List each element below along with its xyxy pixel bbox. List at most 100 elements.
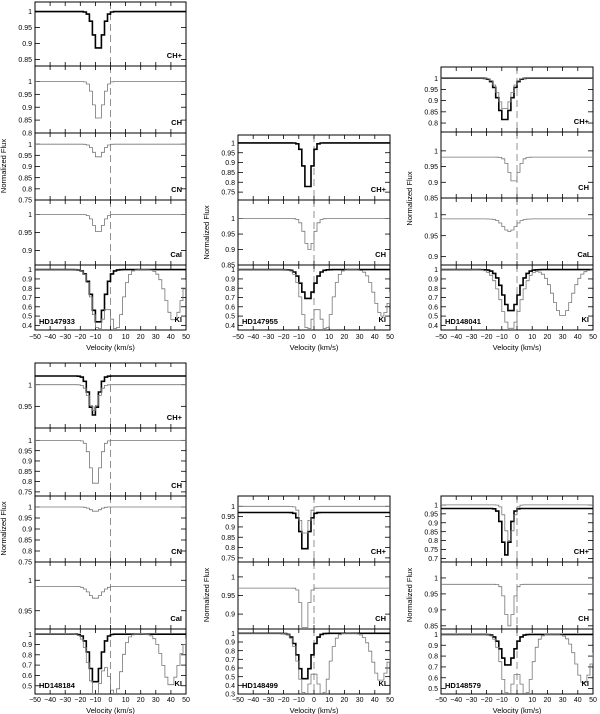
x-tick-label: 10 <box>528 697 536 704</box>
series-KI-dotted <box>238 632 390 694</box>
panel-CaI: 1 0.95 0.9 CaI <box>424 197 594 266</box>
panel-CH+: 1 0.95 0.9 0.85 0.8 0.75 CH+ <box>221 495 391 563</box>
y-tick-label: 0.6 <box>225 666 235 673</box>
series-CH+-dotted <box>441 504 593 541</box>
chart-HD147955: 1 0.95 0.9 0.85 0.8 0.75 CH+ 1 0.95 0.9 0.85 CH 1 0.9… <box>202 134 394 352</box>
y-tick-label: 0.8 <box>225 545 235 552</box>
series-CH+-solid <box>238 142 390 188</box>
y-tick-label: 0.85 <box>221 263 235 270</box>
y-tick-label: 0.95 <box>424 87 438 94</box>
series-CaI-dotted <box>35 214 186 232</box>
x-tick-label: 40 <box>167 697 175 704</box>
series-CH-dotted <box>441 156 593 182</box>
x-tick-label: 20 <box>544 334 552 341</box>
series-CH-dotted <box>238 587 390 628</box>
panel-CaI: 1 0.95 0.9 CaI <box>18 199 187 266</box>
y-tick-label: 0.9 <box>225 277 235 284</box>
y-tick-label: 0.9 <box>428 520 438 527</box>
y-tick-label: 0.8 <box>225 180 235 187</box>
x-tick-label: −10 <box>496 697 508 704</box>
x-tick-label: −50 <box>435 697 447 704</box>
panel-CaI: 1 0.95 CaI <box>18 561 187 630</box>
x-axis-label: Velocity (km/s) <box>86 706 135 714</box>
series-CH-dotted <box>238 218 390 250</box>
y-tick-label: 0.75 <box>18 560 32 567</box>
x-tick-label: 30 <box>152 334 160 341</box>
panel-KI: 1 0.90.8 0.7 0.60.5 0.4 0.3 KI HD148499 <box>225 628 391 699</box>
series-CH-dotted <box>441 583 593 627</box>
x-tick-label: −10 <box>496 334 508 341</box>
y-tick-label: 1 <box>28 382 32 389</box>
y-tick-label: 1 <box>231 140 235 147</box>
x-tick-label: 10 <box>528 334 536 341</box>
x-tick-label: −10 <box>89 697 101 704</box>
y-tick-label: 0.9 <box>225 640 235 647</box>
series-KI-solid <box>441 633 593 666</box>
panel-CH+: 1 0.95 0.9 0.85 0.8 0.75 CH+ <box>221 134 391 201</box>
panel-CH+: 1 0.95 0.9 0.85 CH+ <box>18 1 187 67</box>
series-KI-dotted <box>35 269 186 329</box>
y-tick-label: 0.5 <box>22 314 32 321</box>
y-tick-label: 0.8 <box>428 286 438 293</box>
series-KI-dotted <box>238 269 390 329</box>
y-tick-label: 0.6 <box>428 304 438 311</box>
y-tick-label: 0.8 <box>22 549 32 556</box>
species-label: CN <box>171 185 182 194</box>
x-tick-label: −40 <box>450 334 462 341</box>
y-tick-label: 0.9 <box>22 164 32 171</box>
y-tick-label: 1 <box>28 142 32 149</box>
species-label: KI <box>175 315 183 324</box>
y-tick-label: 0.9 <box>225 612 235 619</box>
panel-CH: 1 0.95 0.9 0.85 CH <box>424 131 594 203</box>
species-label: KI <box>175 679 183 688</box>
y-tick-label: 1 <box>28 9 32 16</box>
species-label: CaI <box>170 250 182 259</box>
y-tick-label: 0.95 <box>221 150 235 157</box>
y-tick-label: 0.95 <box>221 593 235 600</box>
series-CN-dotted <box>35 143 186 158</box>
species-label: CH <box>171 481 182 490</box>
y-tick-label: 0.95 <box>424 164 438 171</box>
y-tick-label: 0.75 <box>18 198 32 205</box>
y-tick-label: 0.9 <box>428 643 438 650</box>
y-tick-label: 0.7 <box>428 556 438 563</box>
y-tick-label: 0.8 <box>22 479 32 486</box>
y-tick-label: 1 <box>231 267 235 274</box>
y-tick-label: 0.85 <box>424 529 438 536</box>
y-tick-label: 0.95 <box>18 92 32 99</box>
y-tick-label: 0.8 <box>22 652 32 659</box>
x-tick-label: −10 <box>89 334 101 341</box>
y-tick-label: 1 <box>28 505 32 512</box>
series-CaI-dotted <box>441 218 593 232</box>
y-tick-label: 1 <box>28 267 32 274</box>
x-tick-label: 0 <box>109 334 113 341</box>
x-tick-label: −20 <box>481 697 493 704</box>
star-label: HD148184 <box>39 681 76 690</box>
species-label: CaI <box>577 250 589 259</box>
x-tick-label: 50 <box>589 697 597 704</box>
panel-KI: 1 0.9 0.8 0.7 0.6 0.5 KI HD148579 <box>428 628 594 695</box>
x-tick-label: −40 <box>247 697 259 704</box>
series-CH+-solid <box>238 511 390 550</box>
y-tick-label: 0.95 <box>221 514 235 521</box>
y-tick-label: 0.75 <box>424 547 438 554</box>
y-tick-label: 0.95 <box>424 233 438 240</box>
star-label: HD147955 <box>242 317 278 326</box>
x-tick-label: −50 <box>435 334 447 341</box>
y-tick-label: 0.8 <box>428 654 438 661</box>
y-tick-label: 0.6 <box>428 675 438 682</box>
species-label: KI <box>582 315 590 324</box>
y-tick-label: 1 <box>231 504 235 511</box>
y-tick-label: 0.7 <box>225 295 235 302</box>
y-tick-label: 0.85 <box>18 57 32 64</box>
y-tick-label: 1 <box>28 212 32 219</box>
x-tick-label: 50 <box>386 697 394 704</box>
x-axis-label: Velocity (km/s) <box>290 706 339 714</box>
y-tick-label: 0.8 <box>428 538 438 545</box>
y-tick-label: 0.9 <box>225 160 235 167</box>
x-tick-label: −40 <box>247 334 259 341</box>
y-tick-label: 0.85 <box>221 535 235 542</box>
star-label: HD148499 <box>242 681 278 690</box>
star-label: HD147933 <box>39 317 75 326</box>
y-tick-label: 0.5 <box>22 683 32 690</box>
